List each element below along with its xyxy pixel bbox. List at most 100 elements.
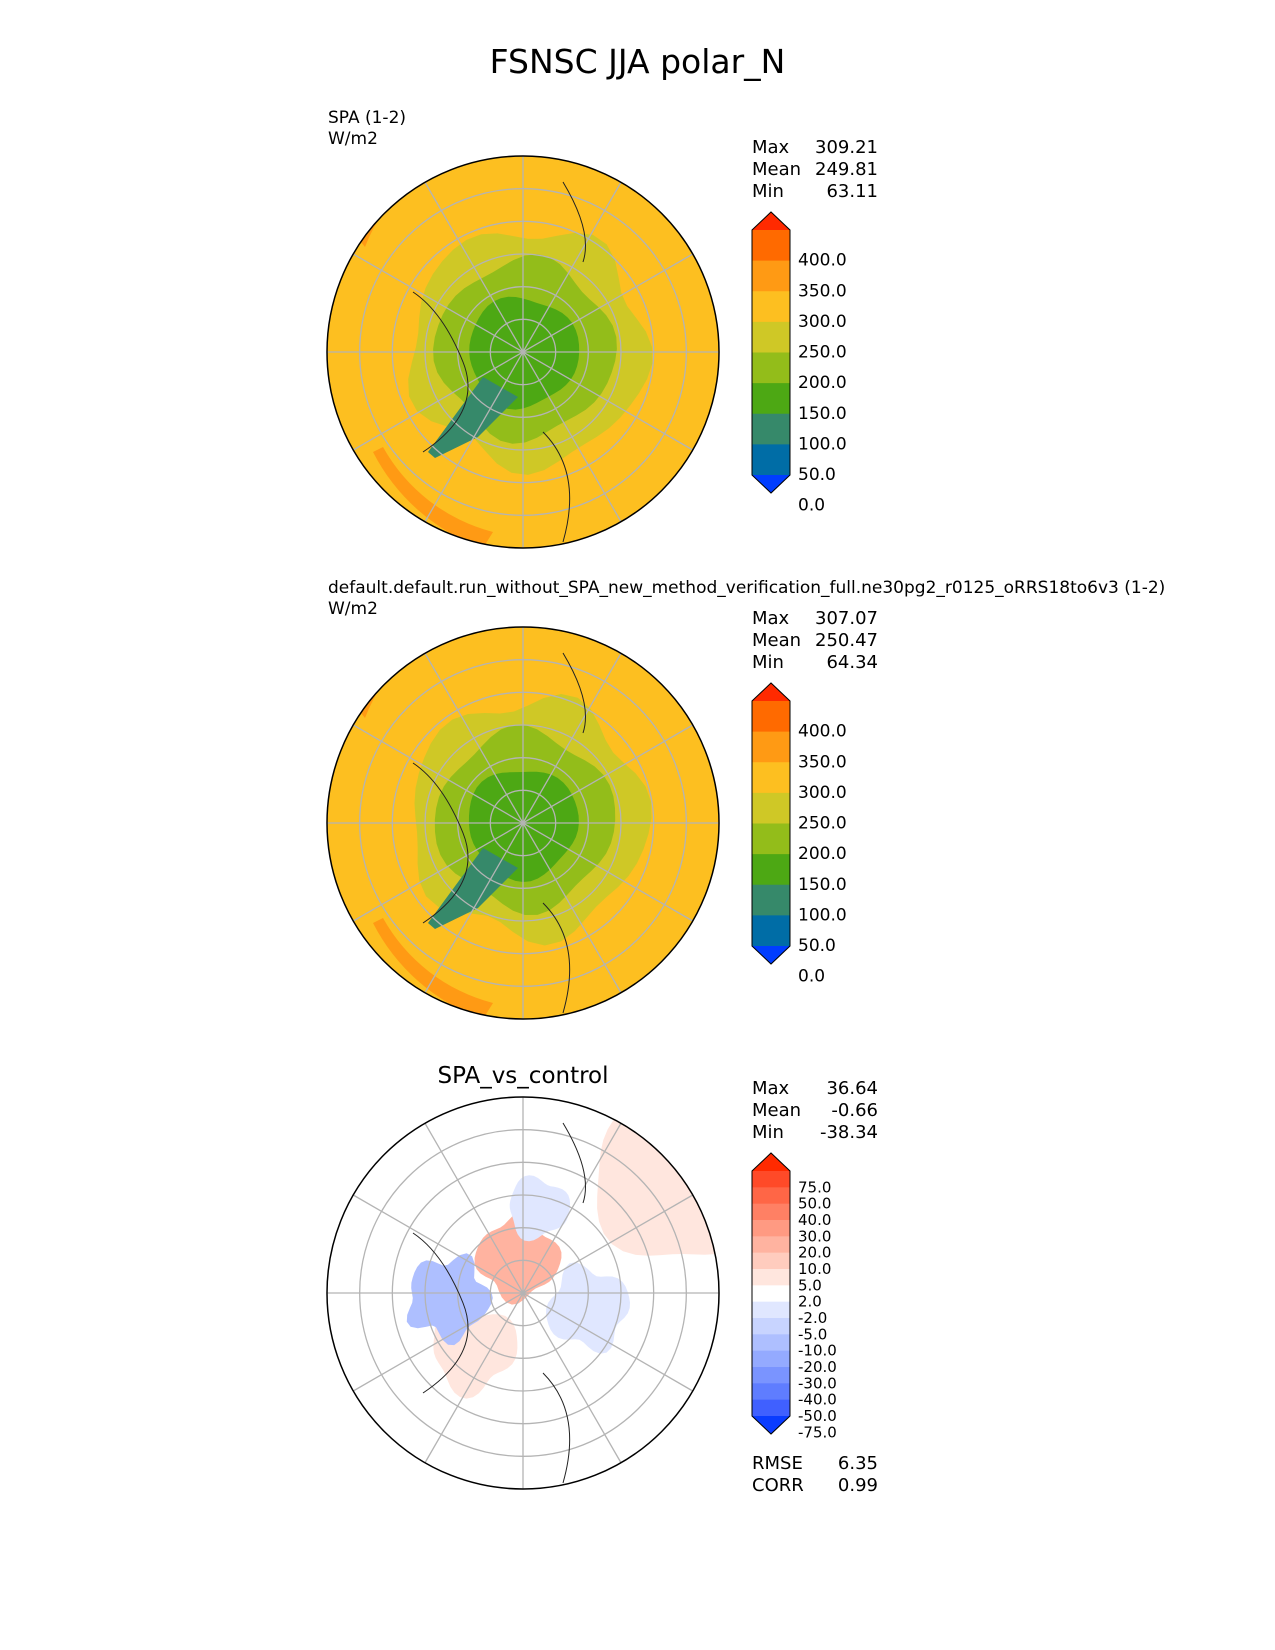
stat-name: Min <box>752 1122 784 1143</box>
panel1-name: SPA (1-2) <box>328 108 407 128</box>
metric-value: 6.35 <box>837 1453 878 1474</box>
colorbar-tick-label: 350.0 <box>798 752 847 772</box>
colorbar-bin <box>752 1187 790 1205</box>
colorbar-bin <box>752 1236 790 1254</box>
contour-band <box>428 848 518 929</box>
figure-title: FSNSC JJA polar_N <box>489 42 786 81</box>
meridian-line <box>424 181 622 523</box>
colorbar-tick-label: -2.0 <box>798 1309 827 1327</box>
map-field <box>327 156 719 548</box>
colorbar-bin <box>752 792 790 824</box>
colorbar-tick-label: 0.0 <box>798 496 825 516</box>
colorbar-tick-label: -20.0 <box>798 1358 837 1376</box>
colorbar-bin <box>752 1367 790 1384</box>
panel2-label: default.default.run_without_SPA_new_meth… <box>328 578 1165 620</box>
stat-value: -38.34 <box>819 1122 878 1143</box>
colorbar-3: 75.050.040.030.020.010.05.02.0-2.0-5.0-1… <box>751 1152 837 1441</box>
meridian-line <box>424 652 622 994</box>
map-field <box>327 1097 719 1489</box>
stat-value: 307.07 <box>815 608 878 629</box>
colorbar-bin <box>752 1220 790 1237</box>
graticule <box>327 1097 719 1489</box>
colorbar-bin <box>752 1301 790 1319</box>
colorbar-extend-max <box>752 683 790 701</box>
metric-name: RMSE <box>752 1453 803 1474</box>
colorbar-2: 400.0 350.0 300.0 250.0 200.0 150.0 100.0 50.0 0… <box>751 682 847 987</box>
colorbar-bin <box>752 260 790 292</box>
stat-value: 250.47 <box>815 630 878 651</box>
colorbar-tick-label: 200.0 <box>798 373 847 393</box>
colorbar-bin <box>752 413 790 445</box>
colorbar-outline <box>751 211 791 494</box>
colorbar-tick-label: 300.0 <box>798 312 847 332</box>
panel1-label: SPA (1-2) W/m2 <box>328 108 406 150</box>
colorbar-bin <box>752 1334 790 1352</box>
colorbar-bin <box>752 1285 790 1303</box>
colorbar-outline <box>751 682 791 965</box>
colorbar-tick-label: 10.0 <box>798 1260 831 1278</box>
colorbar-bin <box>752 1383 790 1401</box>
stat-name: Min <box>752 181 784 202</box>
stat-name: Max <box>752 137 790 158</box>
polar-map-1 <box>326 155 720 549</box>
panel1-stats: Max 309.21 Mean 249.81 Min 63.11 <box>752 137 878 203</box>
colorbar-bin <box>752 1399 790 1417</box>
panel3-stats: Max 36.64 Mean -0.66 Min -38.34 <box>752 1078 878 1144</box>
colorbar-bin <box>752 321 790 353</box>
stat-value: 64.34 <box>826 652 878 673</box>
map-field <box>327 627 719 1019</box>
graticule <box>327 156 719 548</box>
stat-name: Max <box>752 1078 790 1099</box>
colorbar-bin <box>752 352 790 384</box>
colorbar-1: 400.0 350.0 300.0 250.0 200.0 150.0 100.0 50.0 0… <box>751 211 847 516</box>
coastline <box>412 1122 586 1484</box>
colorbar-outline <box>751 1152 791 1435</box>
colorbar-tick-label: 5.0 <box>798 1276 822 1294</box>
colorbar-tick-label: 100.0 <box>798 434 847 454</box>
colorbar-tick-label: -75.0 <box>798 1423 837 1441</box>
colorbar-bin <box>752 1252 790 1270</box>
colorbar-bin <box>752 915 790 947</box>
colorbar-tick-label: 300.0 <box>798 783 847 803</box>
colorbar-tick-label: 400.0 <box>798 722 847 742</box>
colorbar-tick-label: 150.0 <box>798 404 847 424</box>
metric-value: 0.99 <box>837 1475 878 1496</box>
contour-band <box>373 447 493 548</box>
colorbar-extend-max <box>752 212 790 230</box>
colorbar-tick-label: -40.0 <box>798 1391 837 1409</box>
panel1-units: W/m2 <box>328 129 378 149</box>
map-boundary <box>326 155 720 549</box>
colorbar-bin <box>752 230 790 262</box>
colorbar-tick-label: 30.0 <box>798 1227 831 1245</box>
map-boundary <box>326 626 720 1020</box>
stat-value: 63.11 <box>826 181 878 202</box>
colorbar-tick-label: 200.0 <box>798 844 847 864</box>
colorbar-bin <box>752 1171 790 1188</box>
stat-value: -0.66 <box>831 1100 878 1121</box>
colorbar-tick-label: -5.0 <box>798 1325 827 1343</box>
colorbar-tick-label: 150.0 <box>798 875 847 895</box>
polar-map-3 <box>326 1096 720 1490</box>
colorbar-bin <box>752 383 790 415</box>
polar-map-2 <box>326 626 720 1020</box>
colorbar-tick-label: 250.0 <box>798 814 847 834</box>
colorbar-tick-label: 75.0 <box>798 1178 831 1196</box>
colorbar-bin <box>752 854 790 886</box>
stat-name: Max <box>752 608 790 629</box>
stat-value: 36.64 <box>826 1078 878 1099</box>
map-boundary <box>326 1096 720 1490</box>
colorbar-extend-max <box>752 1153 790 1171</box>
colorbar-tick-label: 250.0 <box>798 343 847 363</box>
colorbar-tick-label: 50.0 <box>798 465 836 485</box>
colorbar-tick-label: 40.0 <box>798 1211 831 1229</box>
colorbar-bin <box>752 291 790 323</box>
colorbar-extend-min <box>752 475 790 493</box>
colorbar-bin <box>752 884 790 916</box>
stat-name: Mean <box>752 159 802 180</box>
colorbar-extend-min <box>752 946 790 964</box>
panel2-units: W/m2 <box>328 599 378 619</box>
contour-band <box>468 771 579 882</box>
coastline <box>412 181 586 543</box>
metric-name: CORR <box>752 1475 804 1496</box>
